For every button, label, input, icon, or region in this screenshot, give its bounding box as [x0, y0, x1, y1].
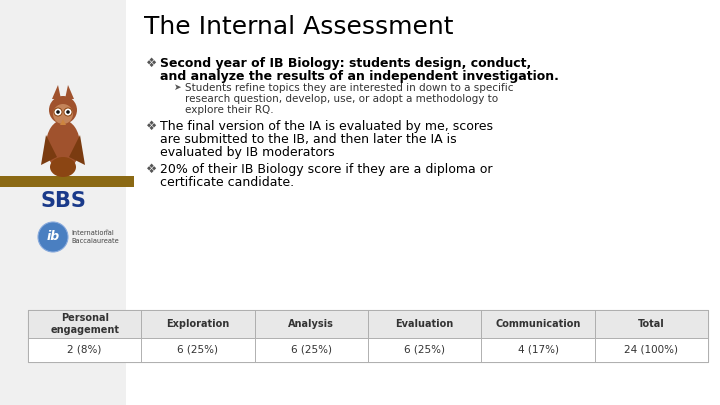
Text: Total: Total — [638, 319, 665, 329]
Text: ®: ® — [104, 230, 108, 234]
Bar — [595, 338, 708, 362]
Bar — [255, 338, 368, 362]
Text: 24 (100%): 24 (100%) — [624, 345, 678, 355]
Ellipse shape — [49, 96, 77, 124]
Bar — [368, 310, 482, 338]
Text: ❖: ❖ — [146, 163, 157, 176]
Polygon shape — [69, 135, 85, 165]
Text: certificate candidate.: certificate candidate. — [160, 176, 294, 189]
Text: evaluated by IB moderators: evaluated by IB moderators — [160, 146, 335, 159]
Bar — [595, 310, 708, 338]
Bar — [28, 338, 141, 362]
Circle shape — [65, 109, 71, 115]
Circle shape — [55, 109, 61, 115]
Bar — [141, 310, 255, 338]
Text: Exploration: Exploration — [166, 319, 230, 329]
Text: The Internal Assessment: The Internal Assessment — [144, 15, 454, 39]
Circle shape — [38, 222, 68, 252]
Circle shape — [53, 107, 63, 117]
Text: 2 (8%): 2 (8%) — [68, 345, 102, 355]
Text: Students refine topics they are interested in down to a specific: Students refine topics they are interest… — [185, 83, 513, 93]
Text: and analyze the results of an independent investigation.: and analyze the results of an independen… — [160, 70, 559, 83]
Text: research question, develop, use, or adopt a methodology to: research question, develop, use, or adop… — [185, 94, 498, 104]
Ellipse shape — [46, 120, 80, 170]
Polygon shape — [41, 135, 57, 165]
Text: Personal
engagement: Personal engagement — [50, 313, 120, 335]
Text: The final version of the IA is evaluated by me, scores: The final version of the IA is evaluated… — [160, 120, 493, 133]
Bar — [28, 310, 141, 338]
Text: Communication: Communication — [495, 319, 581, 329]
Circle shape — [56, 110, 60, 114]
Text: 6 (25%): 6 (25%) — [291, 345, 332, 355]
Text: 4 (17%): 4 (17%) — [518, 345, 559, 355]
Bar — [28, 310, 708, 362]
Bar — [482, 310, 595, 338]
Bar — [255, 310, 368, 338]
Polygon shape — [65, 85, 74, 99]
Text: 6 (25%): 6 (25%) — [404, 345, 445, 355]
Bar — [0, 0, 126, 405]
Text: are submitted to the IB, and then later the IA is: are submitted to the IB, and then later … — [160, 133, 456, 146]
Text: ❖: ❖ — [146, 120, 157, 133]
Text: Baccalaureate: Baccalaureate — [71, 238, 119, 244]
Text: 20% of their IB Biology score if they are a diploma or: 20% of their IB Biology score if they ar… — [160, 163, 492, 176]
Text: ➤: ➤ — [174, 83, 181, 92]
Polygon shape — [60, 119, 66, 125]
Text: ❖: ❖ — [146, 57, 157, 70]
Bar — [482, 338, 595, 362]
Text: 6 (25%): 6 (25%) — [178, 345, 218, 355]
Text: International: International — [71, 230, 114, 236]
Text: ib: ib — [46, 230, 60, 243]
Bar — [141, 338, 255, 362]
Circle shape — [63, 107, 73, 117]
Text: Second year of IB Biology: students design, conduct,: Second year of IB Biology: students desi… — [160, 57, 531, 70]
Bar — [0, 176, 134, 187]
Ellipse shape — [50, 157, 76, 177]
Bar — [368, 338, 482, 362]
Circle shape — [66, 110, 70, 114]
Text: explore their RQ.: explore their RQ. — [185, 105, 274, 115]
Polygon shape — [52, 85, 61, 99]
Text: SBS: SBS — [40, 191, 86, 211]
Text: Analysis: Analysis — [289, 319, 334, 329]
Text: Evaluation: Evaluation — [395, 319, 454, 329]
Ellipse shape — [53, 104, 73, 124]
